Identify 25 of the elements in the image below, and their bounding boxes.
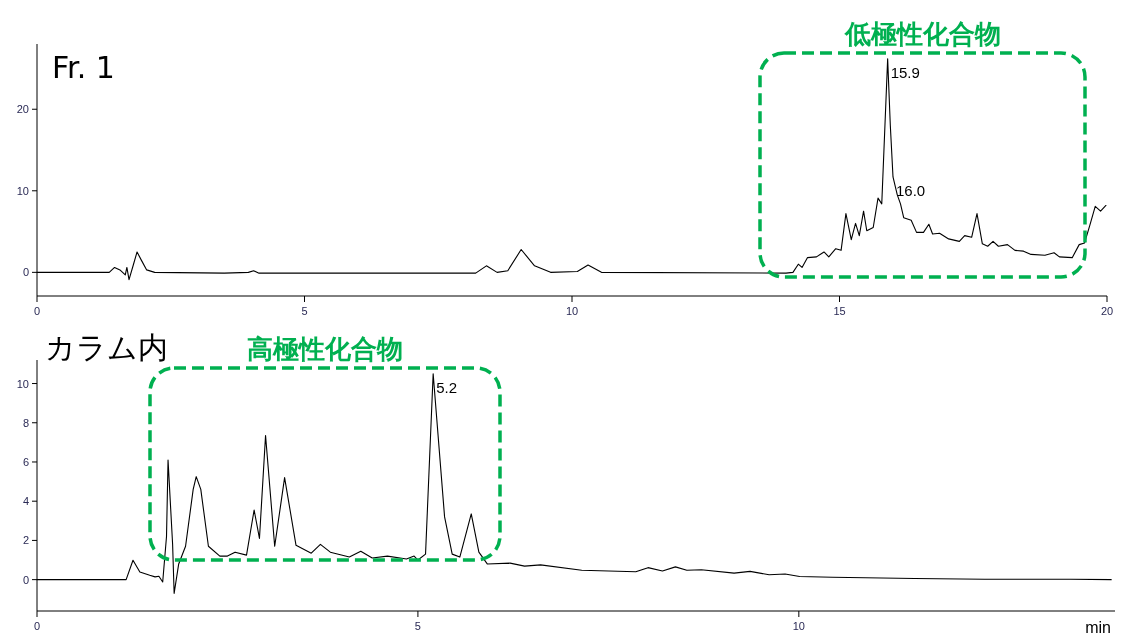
annotation: 高極性化合物: [247, 334, 403, 364]
x-tick-label: 0: [33, 620, 41, 632]
x-axis-title: min: [1085, 619, 1111, 636]
x-tick-label: 5: [414, 620, 421, 632]
x-tick-label: 20: [1100, 305, 1114, 317]
y-tick-label: 10: [16, 377, 29, 390]
chart-title: カラム内: [45, 330, 168, 365]
x-tick-label: 10: [792, 620, 805, 632]
y-tick-label: 0: [22, 266, 29, 279]
y-tick-label: 4: [22, 495, 29, 508]
x-tick-label: 0: [33, 305, 41, 317]
y-tick-label: 0: [22, 573, 29, 586]
y-tick-label: 10: [16, 184, 29, 197]
x-tick-label: 5: [301, 305, 308, 317]
annotation: 5.2: [436, 378, 458, 396]
x-tick-label: 10: [565, 305, 579, 317]
y-tick-label: 8: [22, 416, 29, 429]
y-tick-label: 20: [16, 103, 29, 116]
y-tick-label: 6: [22, 455, 29, 468]
annotation: 15.9: [890, 63, 920, 81]
y-tick-label: 2: [22, 534, 29, 547]
x-tick-label: 15: [833, 305, 846, 317]
annotation: 16.0: [896, 181, 926, 199]
annotation: 低極性化合物: [843, 19, 1001, 49]
chart-title: Fr. 1: [52, 50, 115, 85]
